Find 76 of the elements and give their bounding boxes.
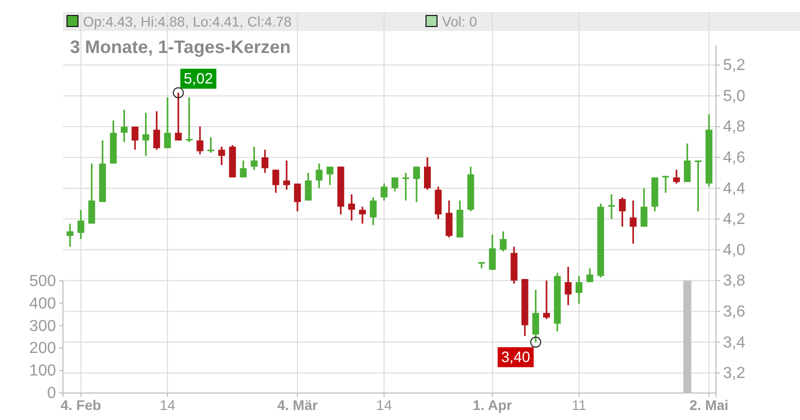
y-tick-label: 3,4 xyxy=(723,334,746,352)
candlestick xyxy=(694,160,702,212)
x-tick-label: 4. Feb xyxy=(60,396,102,413)
candlestick xyxy=(380,182,388,202)
y-tick-label: 4,4 xyxy=(723,180,746,198)
candlestick xyxy=(618,196,626,228)
candlestick xyxy=(174,92,182,142)
candlestick xyxy=(359,206,366,224)
candlestick xyxy=(250,146,258,171)
x-tick-label: 2. Mai xyxy=(690,396,728,413)
candlestick xyxy=(478,261,485,270)
candlestick xyxy=(564,266,572,306)
candlestick xyxy=(153,110,160,151)
candlestick xyxy=(532,289,540,343)
y-tick-label: 5,0 xyxy=(723,88,746,105)
y-tick-label: 4,0 xyxy=(723,242,746,259)
candlestick xyxy=(684,142,691,183)
candlestick xyxy=(207,136,214,154)
text: Vol: 0 xyxy=(442,14,478,30)
candlestick xyxy=(576,275,582,304)
candlestick xyxy=(283,160,290,191)
candlestick xyxy=(543,280,550,320)
candlestick xyxy=(488,234,496,271)
candlestick xyxy=(630,200,637,244)
annotation: 5,02 xyxy=(184,70,213,88)
candlestick xyxy=(446,200,452,238)
candlestick xyxy=(402,172,410,202)
candlestick xyxy=(142,112,150,157)
candlestick xyxy=(240,160,247,178)
y-tick-label: 3,8 xyxy=(723,272,746,290)
candlestick xyxy=(272,168,280,194)
y2-tick-label: 500 xyxy=(29,272,56,290)
y2-tick-label: 100 xyxy=(29,362,56,380)
candlestick xyxy=(164,96,171,149)
candlestick xyxy=(424,156,431,191)
chart-title: 3 Monate, 1-Tages-Kerzen xyxy=(70,37,291,57)
text: Op:4.43, Hi:4.88, Lo:4.41, Cl:4.78 xyxy=(83,14,292,30)
candlestick xyxy=(120,108,128,143)
candlestick xyxy=(77,208,84,240)
x-tick-label: 1. Apr xyxy=(472,396,513,413)
candlestick xyxy=(500,230,507,252)
candlestick xyxy=(662,175,670,194)
annotation: 3,40 xyxy=(501,349,530,366)
candlestick xyxy=(586,267,594,283)
candlestick xyxy=(294,182,301,212)
y-tick-label: 4,2 xyxy=(723,211,746,228)
candlestick xyxy=(196,126,204,156)
candlestick xyxy=(392,176,398,192)
candlestick xyxy=(66,222,74,248)
y-tick-label: 4,8 xyxy=(723,118,746,136)
y2-tick-label: 200 xyxy=(29,340,56,358)
candlestick xyxy=(348,194,356,222)
y2-tick-label: 400 xyxy=(29,295,56,312)
candlestick xyxy=(370,196,377,226)
y2-tick-label: 300 xyxy=(29,318,56,335)
y-tick-label: 4,6 xyxy=(723,150,746,167)
candlestick xyxy=(262,148,268,174)
candlestick xyxy=(316,162,323,190)
candlestick xyxy=(88,162,96,224)
y-tick-label: 3,2 xyxy=(723,365,746,382)
candlestick xyxy=(186,96,193,143)
candlestick xyxy=(673,168,680,184)
candlestick xyxy=(326,166,334,186)
candlestick xyxy=(640,187,648,228)
x-tick-label: 11 xyxy=(572,396,586,413)
x-tick-label: 14 xyxy=(376,396,392,413)
candlestick xyxy=(304,172,312,202)
y-tick-label: 3,6 xyxy=(723,304,746,321)
x-tick-label: 14 xyxy=(160,396,176,413)
candlestick xyxy=(413,166,420,203)
candlestick xyxy=(608,194,615,220)
candlestick xyxy=(132,126,138,151)
candlestick xyxy=(218,146,226,166)
x-tick-label: 4. Mär xyxy=(277,396,318,413)
y-tick-label: 5,2 xyxy=(723,57,746,74)
y2-tick-label: 0 xyxy=(47,385,56,402)
